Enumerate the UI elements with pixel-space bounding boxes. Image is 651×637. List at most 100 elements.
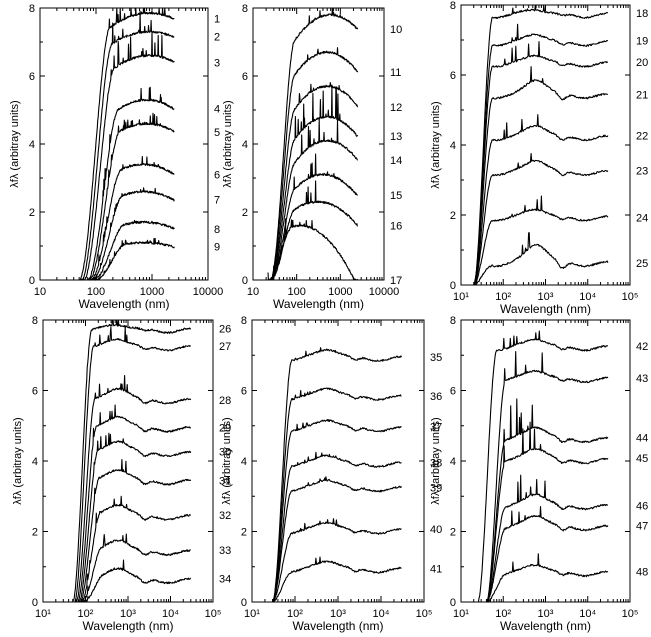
x-tick-label: 10⁴ — [579, 608, 596, 620]
series-line-11 — [270, 47, 359, 281]
series-label-36: 36 — [430, 391, 442, 403]
series-label-24: 24 — [636, 212, 648, 224]
series-label-34: 34 — [219, 574, 231, 586]
series-line-35 — [272, 347, 402, 602]
series-line-18 — [473, 4, 609, 286]
series-label-33: 33 — [219, 545, 231, 557]
x-tick-label: 10000 — [193, 286, 224, 298]
y-tick-label: 4 — [450, 456, 456, 468]
x-tick-label: 10¹ — [453, 291, 469, 303]
series-line-1 — [78, 7, 175, 281]
series-label-42: 42 — [636, 341, 648, 353]
series-label-5: 5 — [214, 127, 220, 139]
series-line-38 — [272, 451, 402, 603]
series-label-26: 26 — [219, 323, 231, 335]
series-line-42 — [477, 330, 608, 603]
x-tick-label: 10⁴ — [373, 608, 390, 620]
x-tick-label: 1000 — [140, 286, 164, 298]
series-label-37: 37 — [430, 422, 442, 434]
panel-top-middle: 0 2 4 6 8 10 100 1000 10000 Wavelength (nm) λfλ (a… — [222, 3, 402, 311]
series-line-13 — [270, 84, 359, 281]
series-line-40 — [272, 518, 402, 603]
y-tick-label: 2 — [32, 527, 38, 539]
series-line-19 — [473, 23, 608, 286]
plot-frame — [460, 319, 631, 603]
y-tick-label: 8 — [32, 315, 38, 327]
series-line-9 — [94, 237, 175, 281]
x-axis-label: Wavelength (nm) — [273, 297, 364, 311]
series-line-4 — [86, 86, 175, 281]
x-tick-label: 10² — [495, 291, 511, 303]
series-line-41 — [272, 556, 402, 603]
y-tick-label: 0 — [450, 597, 456, 609]
y-tick-label: 2 — [29, 207, 35, 219]
series-label-25: 25 — [636, 258, 648, 270]
series-label-45: 45 — [636, 453, 648, 465]
x-tick-label: 10³ — [538, 608, 554, 620]
series-line-37 — [272, 419, 402, 603]
series-label-46: 46 — [636, 500, 648, 512]
series-label-17: 17 — [390, 275, 402, 287]
y-tick-label: 2 — [242, 207, 248, 219]
series-label-30: 30 — [219, 447, 231, 459]
y-tick-label: 8 — [450, 0, 456, 12]
series-line-44 — [486, 398, 609, 603]
series-line-25 — [473, 232, 609, 286]
y-tick-label: 8 — [241, 315, 247, 327]
series-line-8 — [92, 219, 175, 281]
y-tick-label: 6 — [32, 386, 38, 398]
x-tick-label: 10⁵ — [622, 608, 639, 620]
y-tick-label: 6 — [450, 70, 456, 82]
y-tick-label: 0 — [241, 597, 247, 609]
y-tick-label: 2 — [241, 527, 247, 539]
x-tick-label: 10¹ — [244, 608, 260, 620]
series-label-43: 43 — [636, 373, 648, 385]
series-label-12: 12 — [390, 102, 402, 114]
series-line-30 — [78, 432, 192, 603]
x-axis-label: Wavelength (nm) — [500, 302, 591, 316]
y-tick-label: 4 — [241, 456, 247, 468]
series-line-29 — [77, 404, 192, 603]
series-label-4: 4 — [214, 104, 220, 116]
series-line-26 — [72, 319, 192, 602]
series-line-43 — [486, 351, 609, 603]
series-label-29: 29 — [219, 423, 231, 435]
x-tick-label: 10⁵ — [205, 608, 222, 620]
y-axis-label: λfλ (arbitray units) — [9, 100, 21, 187]
y-axis-label: λfλ (arbitray units) — [12, 417, 24, 504]
x-tick-label: 1000 — [328, 286, 352, 298]
series-line-39 — [272, 476, 402, 603]
series-line-32 — [81, 495, 191, 603]
series-line-6 — [90, 155, 175, 281]
series-line-34 — [83, 559, 192, 603]
series-line-23 — [473, 152, 609, 286]
series-line-21 — [473, 66, 608, 286]
series-line-3 — [83, 31, 175, 281]
series-label-10: 10 — [390, 24, 402, 36]
series-line-12 — [270, 81, 359, 281]
series-line-20 — [473, 41, 609, 286]
y-tick-label: 6 — [450, 386, 456, 398]
y-tick-label: 6 — [29, 71, 35, 83]
x-tick-label: 10³ — [330, 608, 346, 620]
series-label-2: 2 — [214, 32, 220, 44]
series-label-31: 31 — [219, 476, 231, 488]
series-line-22 — [473, 114, 609, 286]
series-label-7: 7 — [214, 195, 220, 207]
series-label-6: 6 — [214, 169, 220, 181]
x-tick-label: 10⁵ — [622, 291, 639, 303]
series-line-33 — [82, 533, 191, 603]
x-tick-label: 100 — [287, 286, 305, 298]
y-tick-label: 8 — [29, 3, 35, 15]
y-tick-label: 6 — [242, 71, 248, 83]
series-label-40: 40 — [430, 524, 442, 536]
y-tick-label: 8 — [242, 3, 248, 15]
series-line-10 — [270, 7, 359, 281]
series-label-20: 20 — [636, 57, 648, 69]
series-line-27 — [74, 326, 191, 603]
plot-frame — [252, 7, 385, 281]
x-tick-label: 10¹ — [35, 608, 51, 620]
series-label-22: 22 — [636, 131, 648, 143]
